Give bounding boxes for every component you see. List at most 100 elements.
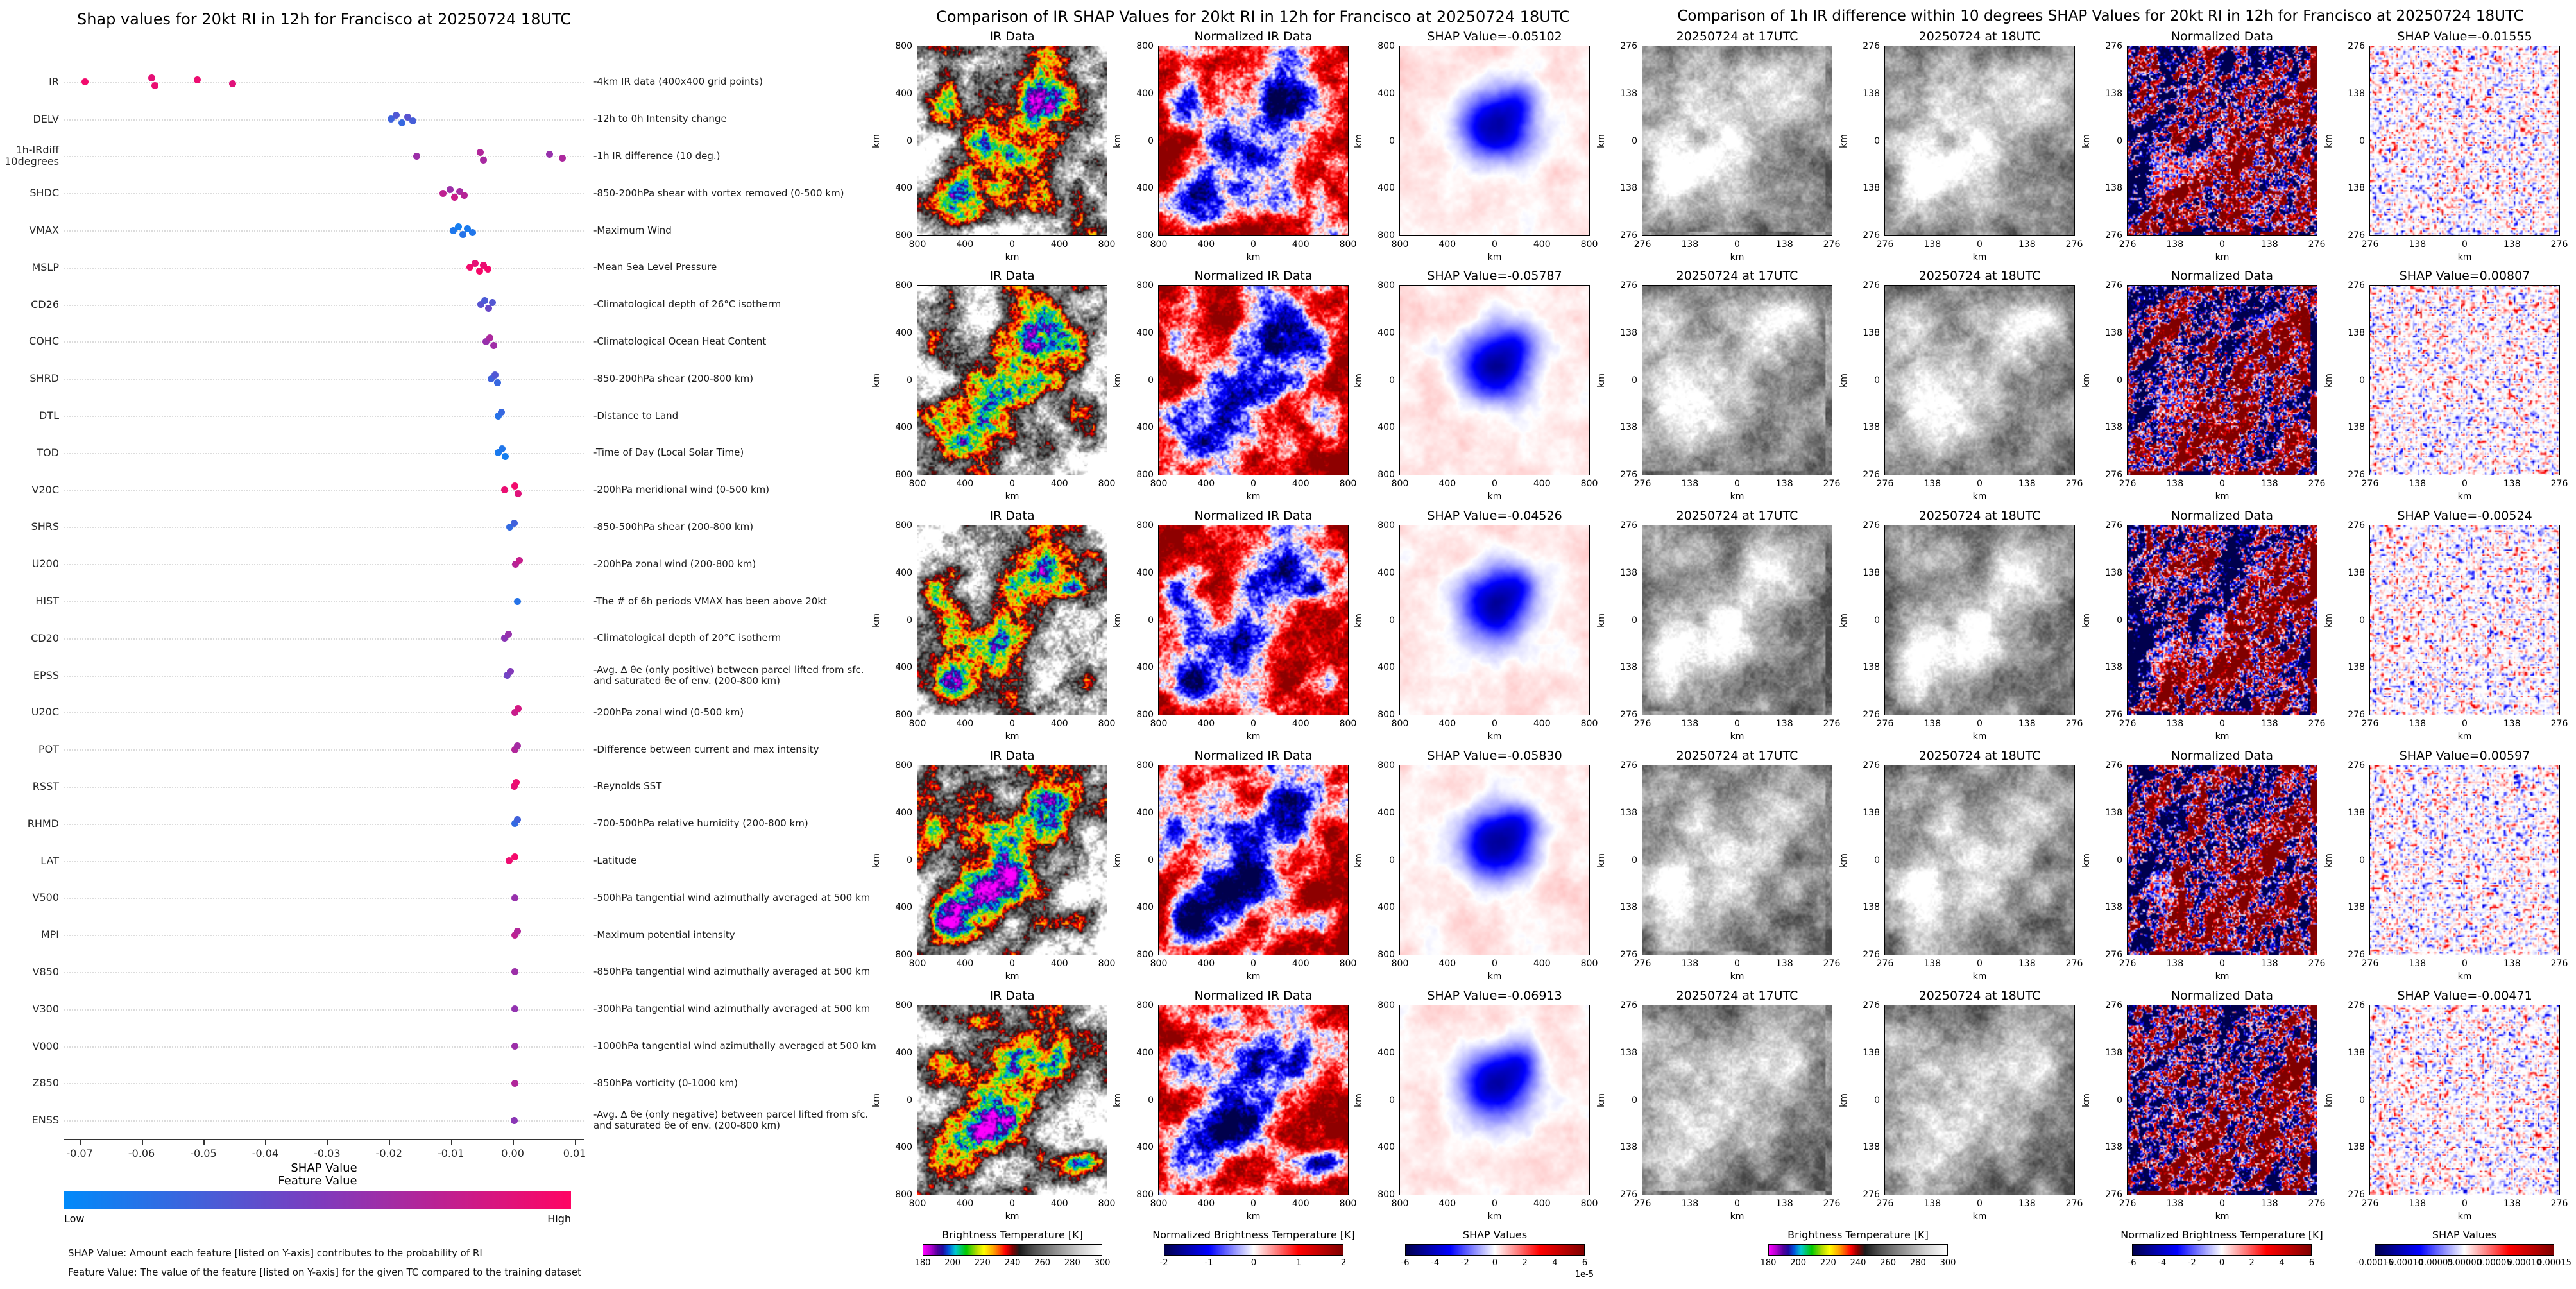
x-tick-label: 400	[1533, 959, 1551, 969]
y-axis-label: km	[2324, 613, 2334, 627]
row-gridline-POT	[64, 749, 584, 751]
irdiff-shap-comparison-title: Comparison of 1h IR difference within 10…	[1677, 8, 2524, 24]
x-tick-label: 276	[1633, 1199, 1651, 1209]
colorbar-tick: 280	[1064, 1258, 1080, 1268]
colorbar-tick: -2	[2187, 1258, 2196, 1268]
x-tick-label: 276	[2308, 239, 2326, 250]
shap-dot-MSLP	[466, 264, 474, 271]
feature-annotation-Z850: -850hPa vorticity (0-1000 km)	[593, 1077, 738, 1089]
subplot-title-shap_speck: SHAP Value=0.00597	[2399, 749, 2530, 763]
x-tick-label: 276	[2361, 959, 2379, 969]
colorbar-tick: 200	[944, 1258, 961, 1268]
y-tick-label: 0	[1389, 615, 1395, 626]
shap-dot-SHRS	[506, 523, 513, 531]
x-tick-label: 276	[1876, 239, 1894, 250]
x-tick-label: 800	[1339, 1199, 1357, 1209]
y-axis-label: km	[1596, 1093, 1607, 1107]
subplot-image-gray_now	[1884, 46, 2075, 236]
x-axis-label: km	[1487, 731, 1502, 742]
subplot-title-norm_ir: Normalized IR Data	[1194, 509, 1313, 523]
y-axis-label: km	[2081, 133, 2092, 148]
shap-dot-VMAX	[464, 225, 472, 232]
subplot-title-shap_blob: SHAP Value=-0.05102	[1427, 30, 1562, 44]
y-tick-label: 400	[1136, 1142, 1154, 1153]
feature-label-SHDC: SHDC	[30, 187, 59, 200]
x-tick-label: 138	[2503, 1199, 2521, 1209]
subplot-title-norm_ir: Normalized IR Data	[1194, 30, 1313, 44]
colorbar-seismic	[1164, 1244, 1343, 1256]
y-tick-label: 276	[2348, 1190, 2365, 1200]
y-tick-label: 276	[2348, 41, 2365, 51]
x-tick-label: 0	[1977, 1199, 1983, 1209]
colorbar-tick: 4	[2279, 1258, 2285, 1268]
subplot-title-shap_blob: SHAP Value=-0.04526	[1427, 509, 1562, 523]
feature-label-CD26: CD26	[31, 298, 59, 311]
shap-dot-LAT	[511, 853, 519, 861]
x-tick-label: 0	[1492, 1199, 1497, 1209]
feature-label-V300: V300	[32, 1002, 59, 1015]
y-tick-label: 138	[2105, 1047, 2122, 1058]
subplot-image-norm_diff	[2127, 525, 2317, 715]
shap-dot-SHDC	[461, 191, 468, 199]
feature-annotation-RHMD: -700-500hPa relative humidity (200-800 k…	[593, 817, 808, 830]
y-tick-label: 276	[1863, 280, 1880, 291]
x-tick-label: 276	[2550, 239, 2568, 250]
shap-dot-MPI	[514, 927, 522, 935]
x-tick-label: 276	[2065, 959, 2083, 969]
y-tick-label: 0	[1632, 855, 1637, 866]
colorbar-tick: 0.00000	[2447, 1258, 2482, 1268]
feature-annotation-U20C: -200hPa zonal wind (0-500 km)	[593, 706, 744, 718]
feature-annotation-MPI: -Maximum potential intensity	[593, 928, 735, 941]
x-tick-label: 276	[1876, 1199, 1894, 1209]
x-tick-label: 138	[1681, 239, 1699, 250]
x-tick-label: 400	[1438, 719, 1456, 729]
y-tick-label: 138	[1863, 567, 1880, 578]
x-tick-mark	[203, 1139, 205, 1145]
y-tick-label: 138	[1863, 88, 1880, 99]
x-tick-label: 800	[1339, 239, 1357, 250]
x-tick-label: 138	[1775, 479, 1793, 489]
x-tick-label: 400	[1438, 959, 1456, 969]
subplot-title-ir: IR Data	[989, 509, 1035, 523]
y-tick-label: 800	[1136, 230, 1154, 241]
y-axis-label: km	[1839, 133, 1849, 148]
feature-annotation-TOD: -Time of Day (Local Solar Time)	[593, 447, 744, 459]
subplot-image-shap_blob	[1399, 525, 1590, 715]
x-tick-label: 0	[1250, 479, 1256, 489]
x-tick-label: 0	[1734, 239, 1740, 250]
shap-dot-V000	[511, 1043, 518, 1050]
y-tick-label: 276	[1863, 520, 1880, 531]
feature-label-ENSS: ENSS	[31, 1114, 59, 1127]
subplot-image-gray_prev	[1642, 765, 1832, 955]
x-tick-label: 276	[1633, 719, 1651, 729]
x-tick-label: 800	[1339, 719, 1357, 729]
subplot-title-shap_speck: SHAP Value=-0.01555	[2397, 30, 2532, 44]
x-tick-label: 276	[2550, 479, 2568, 489]
subplot-title-shap_speck: SHAP Value=-0.00471	[2397, 989, 2532, 1003]
x-tick-label: 138	[2503, 959, 2521, 969]
y-tick-label: 400	[1378, 807, 1395, 818]
y-tick-label: 400	[1136, 902, 1154, 913]
y-tick-label: 400	[1136, 807, 1154, 818]
y-tick-label: 0	[2117, 855, 2122, 866]
colorbar-seismic	[2132, 1244, 2312, 1256]
y-tick-label: 138	[1863, 807, 1880, 818]
y-axis-label: km	[2324, 853, 2334, 867]
x-axis-label: km	[1972, 731, 1987, 742]
subplot-title-shap_speck: SHAP Value=-0.00524	[2397, 509, 2532, 523]
x-axis-label: km	[2457, 971, 2472, 982]
y-tick-label: 276	[2348, 1000, 2365, 1011]
shap-dot-IR	[151, 82, 158, 90]
colorbar-tick: 2	[2249, 1258, 2255, 1268]
x-tick-label: 276	[2308, 479, 2326, 489]
x-tick-label: 276	[2119, 719, 2137, 729]
x-tick-label: 0	[1977, 479, 1983, 489]
y-axis-label: km	[2081, 853, 2092, 867]
feature-annotation-ENSS: -Avg. Δ θe (only negative) between parce…	[593, 1109, 869, 1132]
y-tick-label: 0	[1632, 615, 1637, 626]
x-tick-label: 800	[1098, 1199, 1116, 1209]
shap-dot-U200	[516, 556, 524, 564]
subplot-image-ir	[917, 285, 1107, 475]
x-tick-label: 0	[1250, 1199, 1256, 1209]
